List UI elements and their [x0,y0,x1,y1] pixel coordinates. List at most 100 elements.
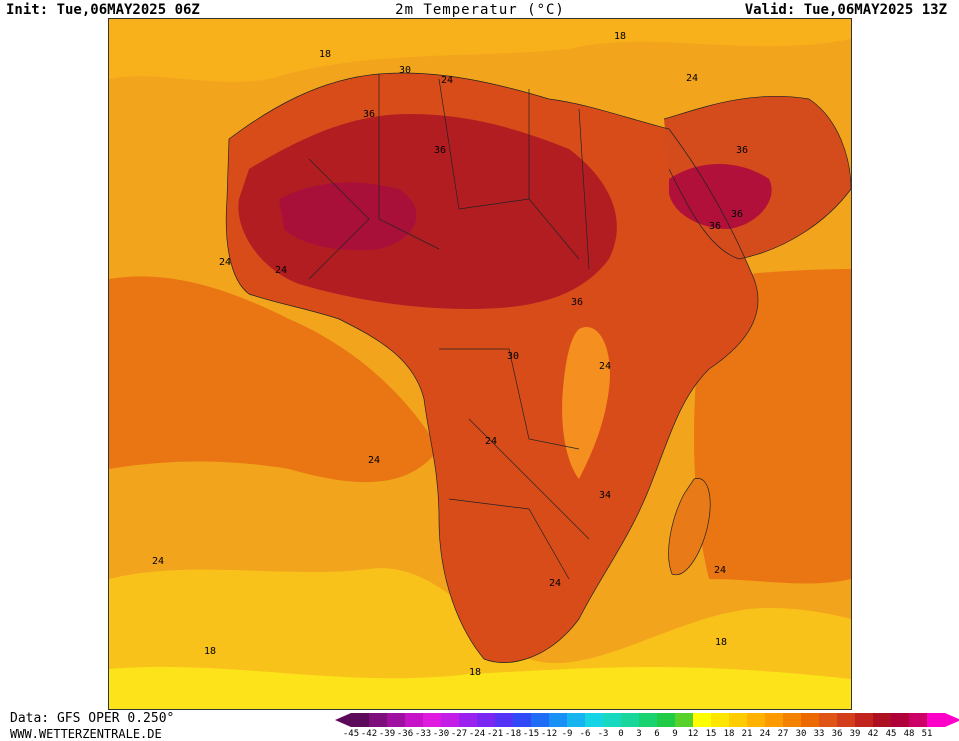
colorbar-swatch [495,713,513,727]
cool-northern-band [109,19,851,82]
colorbar-swatch [693,713,711,727]
colorbar-swatch [513,713,531,727]
colorbar-tick-label: 12 [687,729,699,739]
colorbar-tick-label: 36 [831,729,843,739]
init-time-label: Init: Tue,06MAY2025 06Z [6,2,200,18]
contour-label: 24 [549,578,561,589]
colorbar-tick-label: -27 [450,729,468,739]
colorbar-tick-label: 48 [903,729,915,739]
colorbar-tick-label: 18 [723,729,735,739]
colorbar-swatch [711,713,729,727]
colorbar-right-arrow [945,713,959,727]
sahara-hot-core [238,114,617,309]
colorbar-tick-label: 15 [705,729,717,739]
country-borders [225,72,851,663]
temperature-map[interactable]: 18 18 30 24 36 36 36 36 24 36 36 24 30 2… [108,18,852,710]
valid-time-label: Valid: Tue,06MAY2025 13Z [744,2,947,18]
colorbar-swatch [855,713,873,727]
colorbar-tick-label: 3 [636,729,642,739]
contour-label: 18 [614,31,626,42]
colorbar-tick-label: 45 [885,729,897,739]
colorbar-swatch [369,713,387,727]
temperature-map-canvas: 18 18 30 24 36 36 36 36 24 36 36 24 30 2… [109,19,851,709]
warm-ocean-zone-west [109,276,439,483]
contour-label: 24 [441,75,453,86]
contour-label: 24 [152,556,164,567]
colorbar-tick-label: -9 [561,729,573,739]
data-source-label: Data: GFS OPER 0.250° [10,711,175,726]
colorbar-swatch [531,713,549,727]
colorbar-swatch [423,713,441,727]
colorbar-swatch [585,713,603,727]
contour-label: 24 [219,257,231,268]
colorbar-swatch [477,713,495,727]
colorbar-tick-label: -24 [468,729,486,739]
contour-label: 30 [399,65,411,76]
colorbar-tick-label: -33 [414,729,432,739]
colorbar-tick-label: 39 [849,729,861,739]
colorbar-swatch [765,713,783,727]
contour-label: 36 [363,109,375,120]
colorbar-tick-label: -18 [504,729,522,739]
colorbar-swatch [747,713,765,727]
contour-label: 36 [709,221,721,232]
colorbar-swatch [837,713,855,727]
colorbar-swatch [675,713,693,727]
contour-label: 34 [599,490,611,501]
colorbar-tick-labels: -45 -42 -39 -36 -33 -30 -27 -24 -21 -18 -15 -12 -9 -6… [343,729,959,741]
contour-label: 36 [434,145,446,156]
coolest-southern-band [109,666,851,709]
contour-label: 18 [469,667,481,678]
colorbar-tick-label: 6 [654,729,660,739]
contour-label: 18 [319,49,331,60]
colorbar-swatch [567,713,585,727]
colorbar-left-arrow [335,713,351,727]
contour-label: 18 [715,637,727,648]
colorbar-tick-label: -36 [396,729,414,739]
colorbar-swatch [549,713,567,727]
contour-label: 30 [507,351,519,362]
contour-label: 24 [714,565,726,576]
colorbar-tick-label: -6 [579,729,591,739]
colorbar-tick-label: 27 [777,729,789,739]
website-label: WWW.WETTERZENTRALE.DE [10,727,162,741]
colorbar-tick-label: 51 [921,729,933,739]
arabia-hottest-core [669,164,772,229]
colorbar-swatch [891,713,909,727]
contour-label: 24 [368,455,380,466]
colorbar-swatch [819,713,837,727]
contour-label: 36 [571,297,583,308]
colorbar-swatch [729,713,747,727]
madagascar-landmass [668,478,711,575]
contour-label: 36 [736,145,748,156]
colorbar-swatch [603,713,621,727]
contour-label: 24 [686,73,698,84]
colorbar-tick-label: -21 [486,729,504,739]
map-title: 2m Temperatur (°C) [395,2,565,18]
colorbar-tick-label: 30 [795,729,807,739]
colorbar-tick-label: 0 [618,729,624,739]
sahara-hottest-core [279,182,417,251]
contour-label: 24 [275,265,287,276]
colorbar-swatch [639,713,657,727]
colorbar-swatch [873,713,891,727]
contour-label: 24 [485,436,497,447]
colorbar-tick-label: 9 [672,729,678,739]
colorbar-tick-label: -3 [597,729,609,739]
contour-label: 24 [599,361,611,372]
colorbar-tick-label: 21 [741,729,753,739]
contour-label: 36 [731,209,743,220]
colorbar-tick-label: -45 [342,729,360,739]
colorbar-swatch [405,713,423,727]
colorbar-swatch [621,713,639,727]
colorbar-tick-label: 33 [813,729,825,739]
temperature-colorbar [335,713,959,727]
colorbar-tick-label: -30 [432,729,450,739]
colorbar-tick-label: 42 [867,729,879,739]
colorbar-swatch [441,713,459,727]
colorbar-swatch [927,713,945,727]
colorbar-tick-label: -42 [360,729,378,739]
colorbar-swatch [351,713,369,727]
contour-label: 18 [204,646,216,657]
